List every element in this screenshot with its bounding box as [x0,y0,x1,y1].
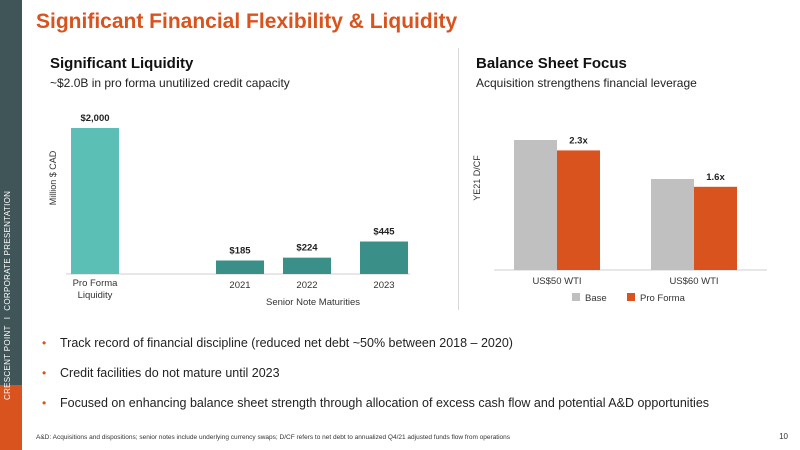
left-panel-title: Significant Liquidity [50,55,194,72]
bullet-list: • Track record of financial discipline (r… [42,334,709,424]
liquidity-data-label: $445 [373,227,395,238]
liquidity-x-axis-label: Senior Note Maturities [266,297,360,308]
page-number: 10 [779,432,788,441]
bullet-marker: • [42,396,47,410]
right-panel-title: Balance Sheet Focus [476,55,627,72]
leverage-bar-pro-forma [557,150,600,270]
bullet-item: • Focused on enhancing balance sheet stre… [42,394,709,424]
footnote: A&D: Acquisitions and dispositions; seni… [36,434,511,441]
bullet-item: • Track record of financial discipline (r… [42,334,709,364]
sidebar-separator: I [3,316,12,320]
liquidity-tick-label: 2023 [373,280,394,291]
legend-label: Base [585,293,607,304]
sidebar-label: CRESCENT POINT I CORPORATE PRESENTATION [3,60,12,400]
liquidity-tick-label: 2022 [296,280,317,291]
liquidity-data-label: $2,000 [80,113,109,124]
bullet-marker: • [42,366,47,380]
bullet-marker: • [42,336,47,350]
liquidity-data-label: $185 [229,245,251,256]
sidebar-company: CRESCENT POINT [3,325,12,400]
liquidity-bar [283,257,331,274]
leverage-bar-base [651,179,694,270]
leverage-data-label: 2.3x [569,135,588,146]
legend-label: Pro Forma [640,293,686,304]
legend-swatch-pro-forma [627,293,635,301]
sidebar-band [0,0,22,450]
right-panel-subtitle: Acquisition strengthens financial levera… [476,76,697,90]
liquidity-tick-label: 2021 [229,280,250,291]
bullet-text: Track record of financial discipline (re… [60,336,513,350]
liquidity-data-label: $224 [296,243,318,254]
bullet-text: Credit facilities do not mature until 20… [60,366,280,380]
bullet-text: Focused on enhancing balance sheet stren… [60,396,710,410]
leverage-tick-label: US$50 WTI [532,276,581,287]
liquidity-tick-label: Liquidity [78,290,113,301]
liquidity-tick-label: Pro Forma [73,278,119,289]
sidebar-accent [0,385,22,450]
liquidity-y-axis-label: Million $ CAD [48,150,58,205]
leverage-bar-pro-forma [694,186,737,270]
liquidity-bar [360,241,408,274]
panel-divider [458,48,459,310]
liquidity-chart: Million $ CAD Senior Note Maturities $2,… [48,113,410,308]
leverage-chart: YE21 D/CF 2.3x US$50 WTI 1.6x US$60 WTI Bas… [472,135,767,304]
leverage-bar-base [514,140,557,270]
leverage-y-axis-label: YE21 D/CF [472,155,482,201]
leverage-data-label: 1.6x [706,172,725,183]
liquidity-bar [71,128,119,274]
legend-swatch-base [572,293,580,301]
sidebar-presentation: CORPORATE PRESENTATION [3,190,12,311]
page-title: Significant Financial Flexibility & Liqu… [36,10,458,33]
leverage-tick-label: US$60 WTI [669,276,718,287]
liquidity-bar [216,260,264,274]
bullet-item: • Credit facilities do not mature until 2… [42,364,709,394]
left-panel-subtitle: ~$2.0B in pro forma unutilized credit ca… [50,76,290,90]
